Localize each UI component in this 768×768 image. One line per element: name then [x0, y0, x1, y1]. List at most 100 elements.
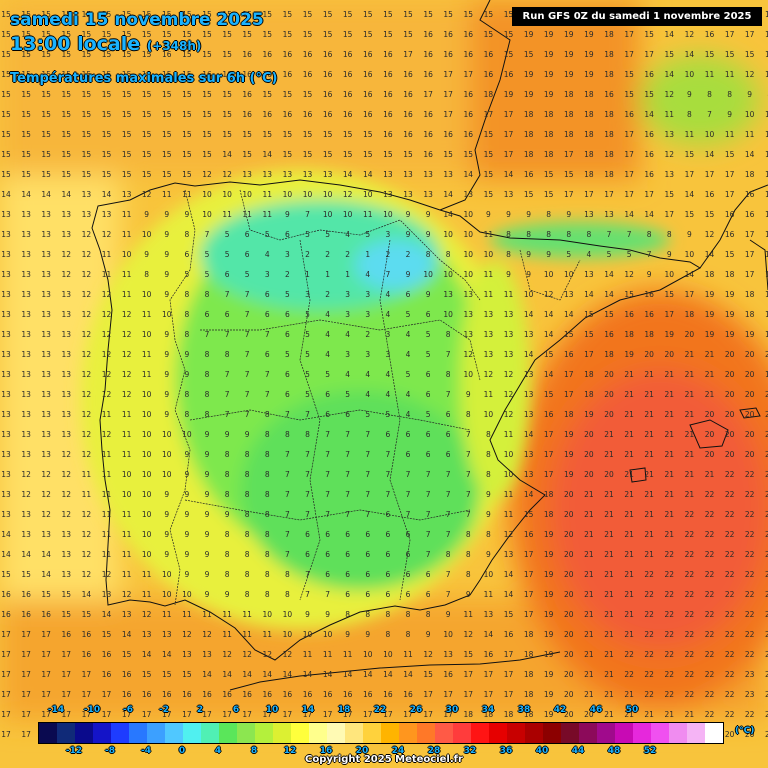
temperature-value: 16 [423, 30, 433, 39]
temperature-value: 21 [604, 610, 614, 619]
temperature-value: 15 [684, 210, 695, 219]
temperature-value: 15 [182, 70, 192, 79]
temperature-value: 9 [184, 490, 190, 499]
temperature-value: 15 [121, 90, 132, 99]
legend-tick-label: 30 [445, 705, 459, 715]
temperature-value: 10 [383, 650, 393, 659]
temperature-value: 9 [184, 550, 190, 559]
temperature-value: 22 [744, 550, 755, 559]
temperature-value: 7 [305, 410, 310, 419]
temperature-value: 10 [162, 470, 172, 479]
temperature-value: 15 [443, 10, 453, 19]
temperature-value: 8 [224, 470, 230, 479]
temperature-value: 15 [141, 130, 152, 139]
temperature-value: 16 [463, 130, 474, 139]
balearic-menorca [739, 407, 761, 419]
temperature-value: 18 [604, 350, 614, 359]
temperature-value: 21 [664, 410, 675, 419]
temperature-value: 16 [463, 90, 474, 99]
temperature-value: 13 [523, 330, 534, 339]
temperature-value: 12 [81, 370, 92, 379]
temperature-value: 6 [345, 570, 351, 579]
temperature-value: 13 [41, 350, 51, 359]
temperature-value: 7 [264, 330, 270, 339]
temperature-value: 13 [564, 290, 574, 299]
legend-tick-label: 36 [499, 746, 513, 756]
france-coastline [439, 0, 511, 211]
temperature-value: 6 [365, 590, 371, 599]
temperature-value: 12 [21, 470, 31, 479]
temperature-value: 13 [1, 230, 11, 239]
temperature-value: 11 [141, 570, 152, 579]
temperature-value: 15 [61, 30, 72, 39]
temperature-value: 21 [584, 650, 594, 659]
temperature-value: 10 [463, 210, 474, 219]
temperature-value: 13 [21, 390, 31, 399]
temperature-value: 12 [81, 510, 92, 519]
temperature-value: 20 [684, 330, 695, 339]
temperature-value: 17 [543, 430, 554, 439]
temperature-value: 15 [503, 30, 514, 39]
temperature-value: 21 [624, 530, 634, 539]
temperature-value: 18 [765, 330, 768, 339]
temperature-value: 10 [463, 270, 474, 279]
temperature-value: 15 [141, 150, 152, 159]
temperature-value: 10 [202, 190, 212, 199]
temperature-value: 16 [342, 70, 353, 79]
temperature-value: 17 [443, 70, 453, 79]
temperature-value: 7 [365, 470, 371, 479]
temperature-value: 14 [302, 670, 313, 679]
temperature-value: 7 [646, 250, 652, 259]
temperature-value: 12 [423, 650, 433, 659]
temperature-value: 13 [584, 270, 594, 279]
temperature-value: 22 [684, 510, 695, 519]
temperature-value: 4 [325, 350, 330, 359]
temperature-value: 15 [282, 30, 293, 39]
temperature-value: 7 [305, 590, 310, 599]
temperature-value: 8 [526, 230, 531, 239]
temperature-value: 5 [204, 270, 210, 279]
temperature-value: 14 [704, 250, 715, 259]
temperature-value: 2 [325, 290, 330, 299]
temperature-value: 5 [425, 350, 431, 359]
temperature-value: 12 [61, 510, 72, 519]
temperature-value: 22 [644, 670, 654, 679]
temperature-value: 3 [385, 350, 391, 359]
temperature-value: 15 [121, 170, 132, 179]
temperature-value: 15 [483, 10, 494, 19]
temperature-value: 6 [405, 570, 411, 579]
temperature-value: 15 [564, 330, 574, 339]
temperature-value: 17 [564, 190, 574, 199]
temperature-value: 18 [604, 150, 614, 159]
temperature-value: 13 [121, 190, 132, 199]
temperature-value: 22 [744, 530, 755, 539]
temperature-value: 9 [445, 610, 451, 619]
temperature-value: 21 [684, 410, 695, 419]
temperature-value: 16 [503, 630, 514, 639]
temperature-value: 19 [584, 50, 594, 59]
temperature-value: 8 [224, 530, 230, 539]
temperature-value: 6 [405, 430, 411, 439]
temperature-value: 15 [21, 150, 31, 159]
temperature-value: 14 [21, 190, 31, 199]
temperature-value: 5 [204, 250, 210, 259]
temperature-value: 21 [664, 390, 675, 399]
temperature-value: 17 [483, 670, 494, 679]
temperature-value: 7 [465, 470, 471, 479]
temperature-value: 16 [403, 130, 413, 139]
temperature-value: 17 [463, 70, 474, 79]
temperature-value: 15 [101, 130, 112, 139]
temperature-value: 6 [405, 530, 411, 539]
temperature-value: 15 [182, 30, 192, 39]
temperature-value: 17 [21, 690, 31, 699]
temperature-value: 11 [262, 630, 273, 639]
temperature-value: 12 [41, 510, 51, 519]
temperature-value: 16 [503, 70, 514, 79]
temperature-value: 20 [765, 350, 768, 359]
temperature-value: 16 [302, 690, 313, 699]
temperature-value: 19 [543, 70, 554, 79]
temperature-value: 17 [664, 210, 675, 219]
temperature-value: 17 [664, 310, 675, 319]
temperature-value: 9 [164, 270, 170, 279]
